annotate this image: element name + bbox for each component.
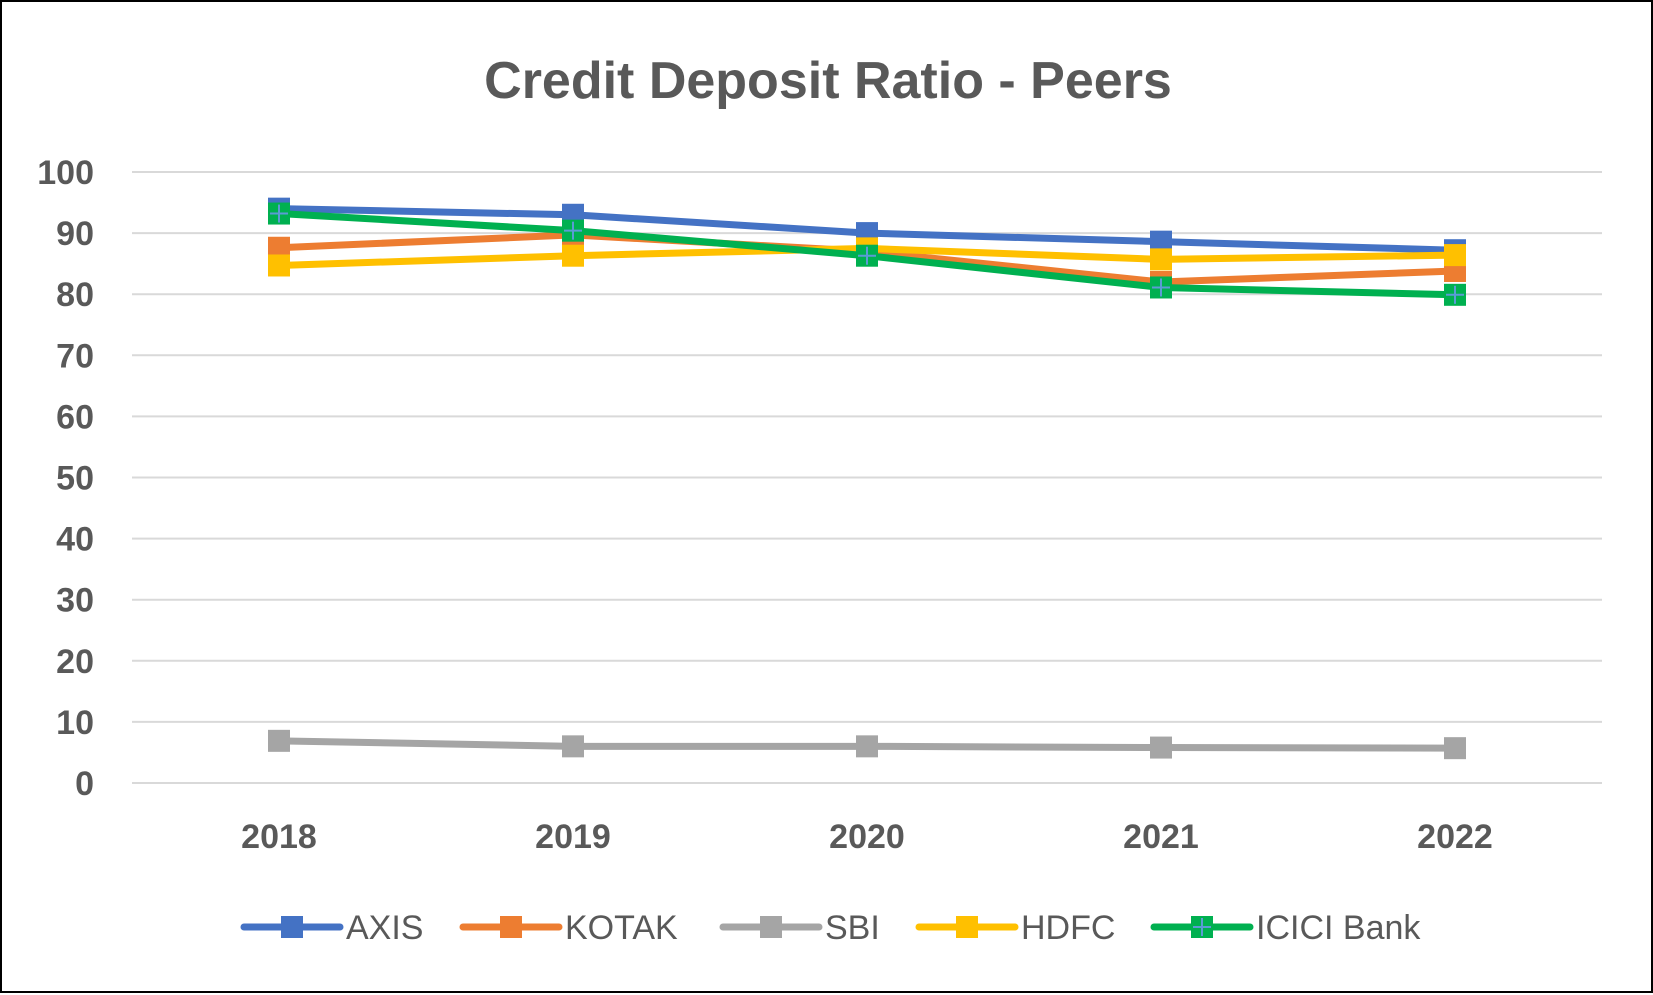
- legend-label: AXIS: [346, 909, 423, 947]
- data-point-hdfc: [1150, 248, 1172, 271]
- data-point-sbi: [562, 735, 584, 758]
- y-axis-tick-labels: 0 10 20 30 40 50 60 70 80 90 100: [37, 154, 94, 803]
- data-point-hdfc: [268, 254, 290, 277]
- data-point-axis: [1150, 230, 1172, 253]
- x-tick-label: 2021: [1123, 818, 1199, 856]
- legend-item-axis: AXIS: [240, 909, 423, 947]
- legend-label: HDFC: [1021, 909, 1115, 947]
- x-axis-tick-labels: 2018 2019 2020 2021 2022: [241, 818, 1493, 856]
- series-lines: [268, 197, 1466, 760]
- y-tick-label: 80: [56, 276, 94, 314]
- data-point-sbi: [268, 729, 290, 752]
- y-tick-label: 70: [56, 337, 94, 375]
- x-tick-label: 2019: [535, 818, 611, 856]
- legend-item-kotak: KOTAK: [459, 909, 678, 947]
- data-point-sbi: [856, 735, 878, 758]
- chart-title: Credit Deposit Ratio - Peers: [484, 52, 1172, 110]
- x-tick-label: 2018: [241, 818, 317, 856]
- data-point-hdfc: [1444, 244, 1466, 267]
- legend-label: KOTAK: [565, 909, 678, 947]
- series-sbi: [268, 729, 1466, 760]
- gridlines: [132, 171, 1602, 784]
- data-point-sbi: [1150, 736, 1172, 759]
- data-point-sbi: [1444, 737, 1466, 760]
- x-tick-label: 2020: [829, 818, 905, 856]
- legend-swatch-marker: [760, 916, 782, 938]
- y-tick-label: 30: [56, 582, 94, 620]
- x-tick-label: 2022: [1417, 818, 1493, 856]
- legend-label: ICICI Bank: [1256, 909, 1421, 947]
- legend-label: SBI: [825, 909, 880, 947]
- y-tick-label: 50: [56, 460, 94, 498]
- y-tick-label: 60: [56, 398, 94, 436]
- y-tick-label: 20: [56, 643, 94, 681]
- legend: AXIS KOTAK SBI HDFC ICICI Bank: [240, 909, 1421, 947]
- y-tick-label: 100: [37, 154, 94, 192]
- legend-item-hdfc: HDFC: [915, 909, 1115, 947]
- y-tick-label: 0: [75, 765, 94, 803]
- series-icici-bank: [268, 202, 1466, 306]
- legend-item-sbi: SBI: [719, 909, 880, 947]
- y-tick-label: 10: [56, 704, 94, 742]
- legend-swatch-marker: [281, 916, 303, 938]
- legend-item-icici-bank: ICICI Bank: [1150, 909, 1421, 947]
- y-tick-label: 40: [56, 521, 94, 559]
- data-point-hdfc: [562, 244, 584, 267]
- legend-swatch-marker: [500, 916, 522, 938]
- data-point-kotak: [268, 236, 290, 259]
- y-tick-label: 90: [56, 215, 94, 253]
- legend-swatch-marker: [956, 916, 978, 938]
